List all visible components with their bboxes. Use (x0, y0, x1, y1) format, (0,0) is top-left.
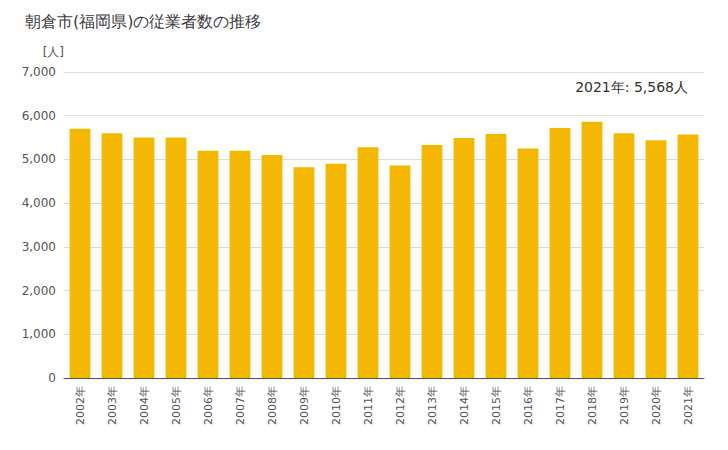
svg-text:2002年: 2002年 (74, 386, 87, 425)
svg-text:1,000: 1,000 (22, 327, 56, 341)
svg-text:2019年: 2019年 (618, 386, 631, 425)
svg-text:2003年: 2003年 (106, 386, 119, 425)
svg-text:2009年: 2009年 (298, 386, 311, 425)
svg-text:2016年: 2016年 (522, 386, 535, 425)
svg-text:2,000: 2,000 (22, 284, 56, 298)
svg-text:2005年: 2005年 (170, 386, 183, 425)
svg-text:2004年: 2004年 (138, 386, 151, 425)
svg-text:朝倉市(福岡県)の従業者数の推移: 朝倉市(福岡県)の従業者数の推移 (25, 12, 261, 31)
svg-text:7,000: 7,000 (22, 65, 56, 79)
svg-text:2014年: 2014年 (458, 386, 471, 425)
svg-text:2017年: 2017年 (554, 386, 567, 425)
svg-text:2010年: 2010年 (330, 386, 343, 425)
svg-text:2021年: 2021年 (682, 386, 695, 425)
svg-text:2018年: 2018年 (586, 386, 599, 425)
svg-text:2013年: 2013年 (426, 386, 439, 425)
svg-text:4,000: 4,000 (22, 196, 56, 210)
svg-text:2011年: 2011年 (362, 386, 375, 425)
svg-text:2012年: 2012年 (394, 386, 407, 425)
svg-text:2006年: 2006年 (202, 386, 215, 425)
svg-text:2015年: 2015年 (490, 386, 503, 425)
svg-text:2008年: 2008年 (266, 386, 279, 425)
svg-text:3,000: 3,000 (22, 240, 56, 254)
svg-text:6,000: 6,000 (22, 109, 56, 123)
svg-text:2021年: 5,568人: 2021年: 5,568人 (575, 79, 688, 95)
svg-text:5,000: 5,000 (22, 152, 56, 166)
svg-text:[人]: [人] (43, 45, 64, 59)
svg-text:2007年: 2007年 (234, 386, 247, 425)
svg-text:0: 0 (48, 371, 56, 385)
svg-text:2020年: 2020年 (650, 386, 663, 425)
